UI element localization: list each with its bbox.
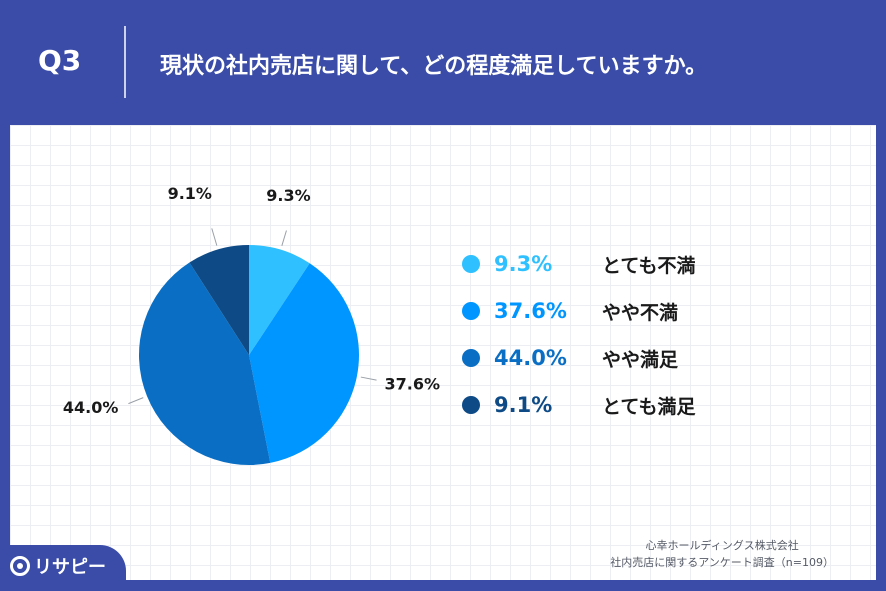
- legend-value: 9.3%: [494, 252, 553, 276]
- brand-logo: リサピー: [10, 553, 106, 579]
- legend-dot-icon: [462, 349, 480, 367]
- legend-item-very-satisfied: 9.1% とても満足: [462, 393, 696, 418]
- legend-label: とても満足: [602, 395, 696, 418]
- leader-line-1: [281, 230, 287, 246]
- legend-item-very-dissatisfied: 9.3% とても不満: [462, 252, 696, 277]
- pie-slice-3: [139, 262, 271, 465]
- legend-dot-icon: [462, 302, 480, 320]
- legend-value: 9.1%: [494, 393, 553, 417]
- data-label-2: 37.6%: [385, 375, 441, 394]
- question-title: 現状の社内売店に関して、どの程度満足していますか。: [160, 54, 708, 79]
- source-company: 心幸ホールディングス株式会社: [645, 539, 799, 552]
- location-pin-icon: [10, 556, 30, 576]
- header-divider: [124, 26, 126, 98]
- legend-dot-icon: [462, 255, 480, 273]
- source-note: 心幸ホールディングス株式会社 社内売店に関するアンケート調査（n=109）: [610, 537, 834, 571]
- chart-legend: 9.3% とても不満 37.6% やや不満 44.0% やや満足 9.1% とて…: [462, 252, 695, 440]
- leader-line-2: [360, 376, 377, 381]
- header: Q3 現状の社内売店に関して、どの程度満足していますか。: [0, 0, 886, 125]
- leader-line-3: [128, 397, 144, 405]
- legend-item-somewhat-dissatisfied: 37.6% やや不満: [462, 299, 695, 324]
- legend-label: やや不満: [602, 301, 679, 324]
- chart-panel: 9.3% 37.6% 44.0% 9.1% 9.3% とても不満 37.6% やや不満…: [10, 125, 876, 580]
- legend-value: 37.6%: [494, 299, 567, 323]
- legend-value: 44.0%: [494, 346, 567, 370]
- pie-slice-4: [189, 245, 249, 355]
- legend-dot-icon: [462, 396, 480, 414]
- leader-line-4: [211, 228, 218, 246]
- legend-label: とても不満: [602, 254, 696, 277]
- brand-logo-text: リサピー: [34, 557, 106, 578]
- data-label-4: 9.1%: [168, 184, 212, 203]
- data-label-1: 9.3%: [266, 186, 310, 205]
- legend-label: やや満足: [602, 348, 679, 371]
- data-label-3: 44.0%: [63, 398, 119, 417]
- pie-slice-2: [249, 263, 359, 463]
- legend-item-somewhat-satisfied: 44.0% やや満足: [462, 346, 695, 371]
- question-number: Q3: [38, 44, 82, 77]
- pie-slice-1: [249, 245, 310, 355]
- pie-chart: 9.3% 37.6% 44.0% 9.1%: [63, 184, 441, 465]
- source-survey: 社内売店に関するアンケート調査（n=109）: [610, 556, 834, 569]
